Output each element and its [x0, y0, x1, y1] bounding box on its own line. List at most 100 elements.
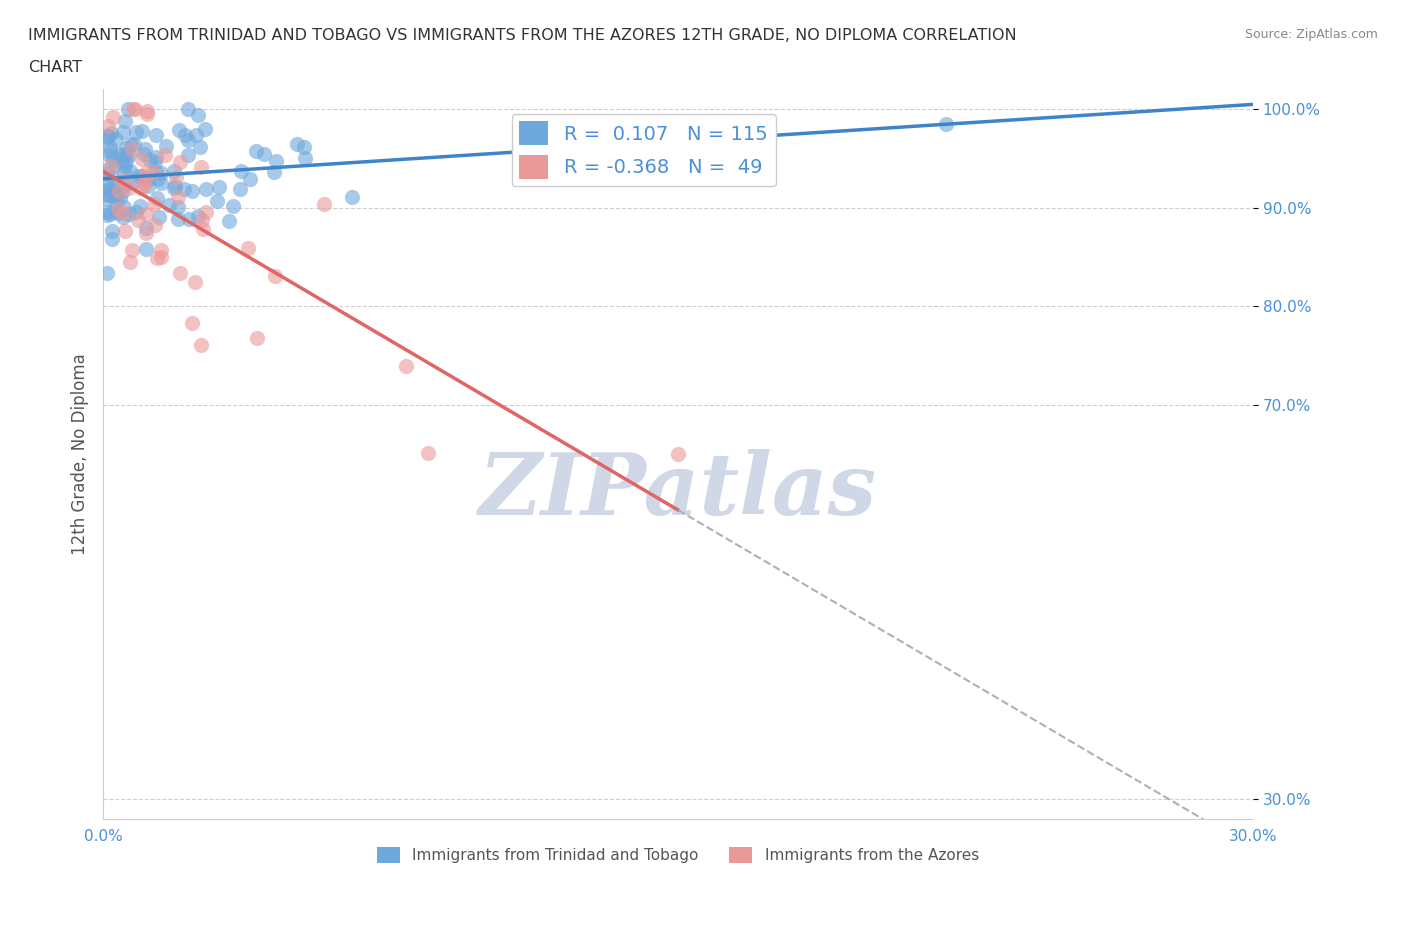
Point — [97, 192, 120, 206]
Point — [111, 210, 134, 225]
Point — [208, 180, 231, 195]
Point — [150, 176, 173, 191]
Point — [165, 169, 187, 184]
Point — [180, 316, 202, 331]
Point — [108, 146, 131, 161]
Point — [131, 152, 153, 166]
Point — [101, 184, 124, 199]
Point — [264, 153, 287, 168]
Point — [104, 204, 127, 219]
Point — [96, 207, 118, 222]
Point — [155, 139, 177, 153]
Point — [167, 123, 190, 138]
Point — [96, 266, 118, 281]
Point — [103, 170, 125, 185]
Point — [107, 206, 129, 220]
Point — [135, 220, 157, 235]
Point — [97, 187, 120, 202]
Y-axis label: 12th Grade, No Diploma: 12th Grade, No Diploma — [72, 353, 89, 555]
Point — [132, 146, 155, 161]
Point — [207, 193, 229, 208]
Point — [117, 101, 139, 116]
Point — [163, 164, 186, 179]
Point — [187, 108, 209, 123]
Point — [96, 172, 118, 187]
Point — [239, 171, 262, 186]
Point — [127, 168, 149, 183]
Point — [104, 158, 127, 173]
Point — [121, 243, 143, 258]
Point — [285, 137, 308, 152]
Point — [136, 179, 159, 193]
Point — [145, 150, 167, 165]
Point — [187, 208, 209, 223]
Point — [142, 197, 165, 212]
Point — [395, 358, 418, 373]
Point — [135, 166, 157, 180]
Point — [194, 121, 217, 136]
Point — [416, 445, 439, 460]
Point — [139, 153, 162, 167]
Point — [148, 210, 170, 225]
Point — [935, 116, 957, 131]
Point — [103, 188, 125, 203]
Text: IMMIGRANTS FROM TRINIDAD AND TOBAGO VS IMMIGRANTS FROM THE AZORES 12TH GRADE, NO: IMMIGRANTS FROM TRINIDAD AND TOBAGO VS I… — [28, 28, 1017, 43]
Point — [114, 153, 136, 168]
Point — [110, 190, 132, 205]
Point — [120, 137, 142, 152]
Point — [111, 206, 134, 220]
Point — [114, 158, 136, 173]
Point — [118, 254, 141, 269]
Point — [118, 180, 141, 195]
Point — [146, 172, 169, 187]
Point — [150, 243, 173, 258]
Point — [96, 183, 118, 198]
Point — [129, 180, 152, 195]
Point — [104, 131, 127, 146]
Point — [150, 249, 173, 264]
Point — [97, 129, 120, 144]
Point — [177, 133, 200, 148]
Point — [253, 146, 276, 161]
Point — [263, 269, 285, 284]
Point — [96, 166, 118, 181]
Point — [114, 114, 136, 129]
Point — [169, 155, 191, 170]
Point — [97, 119, 120, 134]
Point — [177, 148, 200, 163]
Point — [107, 184, 129, 199]
Point — [96, 130, 118, 145]
Point — [163, 179, 186, 193]
Point — [314, 197, 336, 212]
Point — [112, 166, 135, 180]
Text: ZIPatlas: ZIPatlas — [479, 449, 877, 532]
Point — [115, 146, 138, 161]
Point — [193, 221, 215, 236]
Point — [98, 140, 121, 155]
Point — [238, 240, 260, 255]
Point — [191, 213, 214, 228]
Point — [150, 166, 173, 180]
Point — [100, 232, 122, 246]
Point — [111, 173, 134, 188]
Point — [118, 206, 141, 221]
Point — [173, 181, 195, 196]
Point — [104, 179, 127, 194]
Point — [112, 200, 135, 215]
Point — [186, 127, 208, 142]
Point — [188, 140, 211, 154]
Point — [221, 198, 243, 213]
Point — [246, 330, 269, 345]
Point — [98, 206, 121, 221]
Point — [292, 140, 315, 154]
Point — [177, 101, 200, 116]
Point — [114, 177, 136, 192]
Point — [111, 149, 134, 164]
Point — [177, 211, 200, 226]
Point — [218, 214, 240, 229]
Point — [163, 180, 186, 195]
Point — [128, 199, 150, 214]
Point — [167, 190, 190, 205]
Point — [135, 206, 157, 221]
Point — [111, 184, 134, 199]
